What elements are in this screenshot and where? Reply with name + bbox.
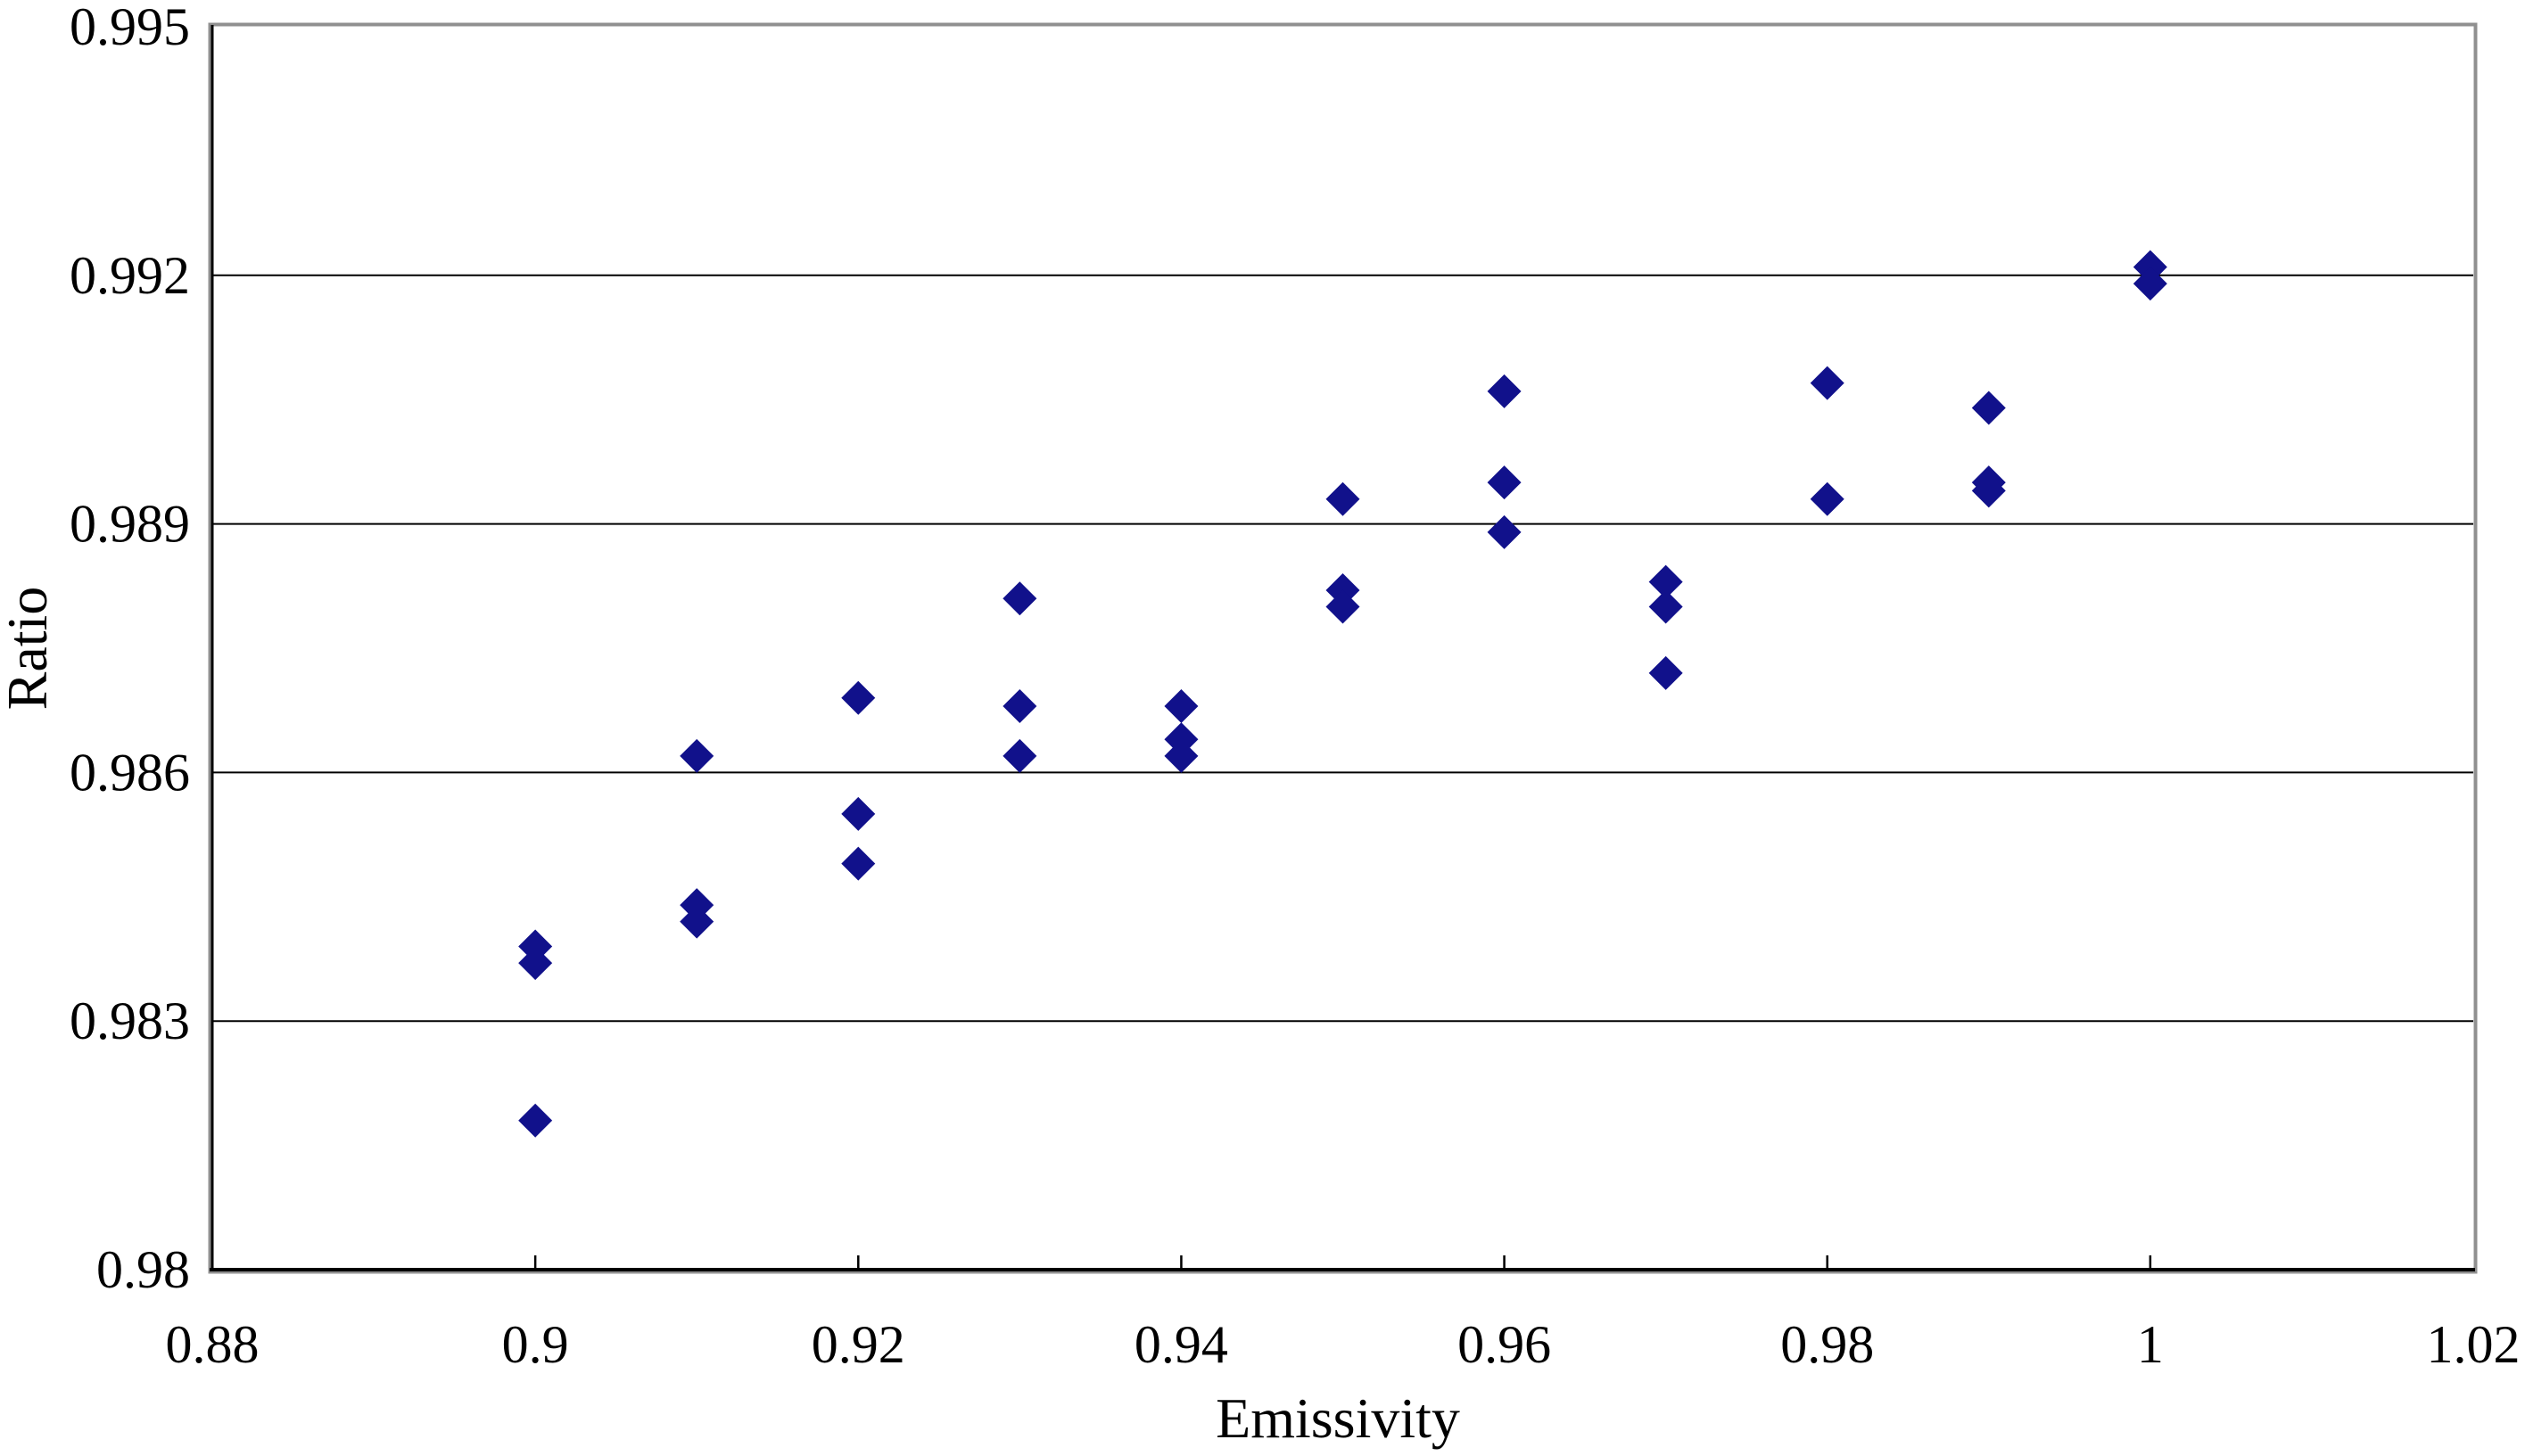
- data-point: [841, 796, 876, 831]
- data-point: [1325, 589, 1360, 624]
- data-point: [1648, 589, 1683, 624]
- data-point: [841, 846, 876, 881]
- x-tick-label: 0.88: [166, 1315, 260, 1374]
- x-tick-label: 0.94: [1135, 1315, 1228, 1374]
- data-point: [1810, 481, 1844, 516]
- x-axis-tick-labels: 0.88 0.9 0.92 0.94 0.96 0.98 1 1.02: [166, 1315, 2521, 1374]
- data-points: [518, 250, 2167, 1138]
- y-tick-label: 0.995: [70, 0, 190, 56]
- data-point: [1487, 374, 1522, 408]
- y-tick-label: 0.98: [96, 1240, 190, 1299]
- y-axis-title: Ratio: [0, 587, 59, 711]
- plot-area-border: [208, 22, 2478, 1274]
- x-tick-label: 0.98: [1780, 1315, 1874, 1374]
- data-point: [1810, 366, 1844, 400]
- data-point: [1003, 581, 1037, 616]
- y-tick-label: 0.989: [70, 495, 190, 554]
- data-point: [1164, 738, 1199, 773]
- data-point: [1487, 465, 1522, 500]
- data-point: [680, 738, 714, 773]
- axes: [210, 25, 2475, 1271]
- x-axis-ticks: [533, 1255, 2152, 1270]
- y-tick-label: 0.992: [70, 246, 190, 305]
- data-point: [518, 1103, 553, 1138]
- data-point: [2133, 267, 2167, 301]
- data-point: [1648, 655, 1683, 690]
- data-point: [1003, 689, 1037, 724]
- y-tick-label: 0.983: [70, 991, 190, 1050]
- data-point: [1971, 473, 2006, 508]
- y-tick-label: 0.986: [70, 743, 190, 802]
- x-tick-label: 1.02: [2427, 1315, 2521, 1374]
- gridlines: [212, 274, 2473, 1023]
- data-point: [1648, 564, 1683, 599]
- x-tick-label: 0.9: [502, 1315, 569, 1374]
- data-point: [1971, 391, 2006, 425]
- x-tick-label: 0.92: [812, 1315, 905, 1374]
- y-axis-tick-labels: 0.98 0.983 0.986 0.989 0.992 0.995: [70, 0, 190, 1299]
- data-point: [1487, 514, 1522, 549]
- data-point: [1003, 738, 1037, 773]
- data-point: [1325, 481, 1360, 516]
- x-tick-label: 0.96: [1457, 1315, 1551, 1374]
- x-tick-label: 1: [2137, 1315, 2164, 1374]
- data-point: [1164, 689, 1199, 724]
- data-point: [841, 680, 876, 715]
- x-axis-title: Emissivity: [1216, 1386, 1460, 1450]
- data-point: [518, 946, 553, 981]
- data-point: [680, 904, 714, 939]
